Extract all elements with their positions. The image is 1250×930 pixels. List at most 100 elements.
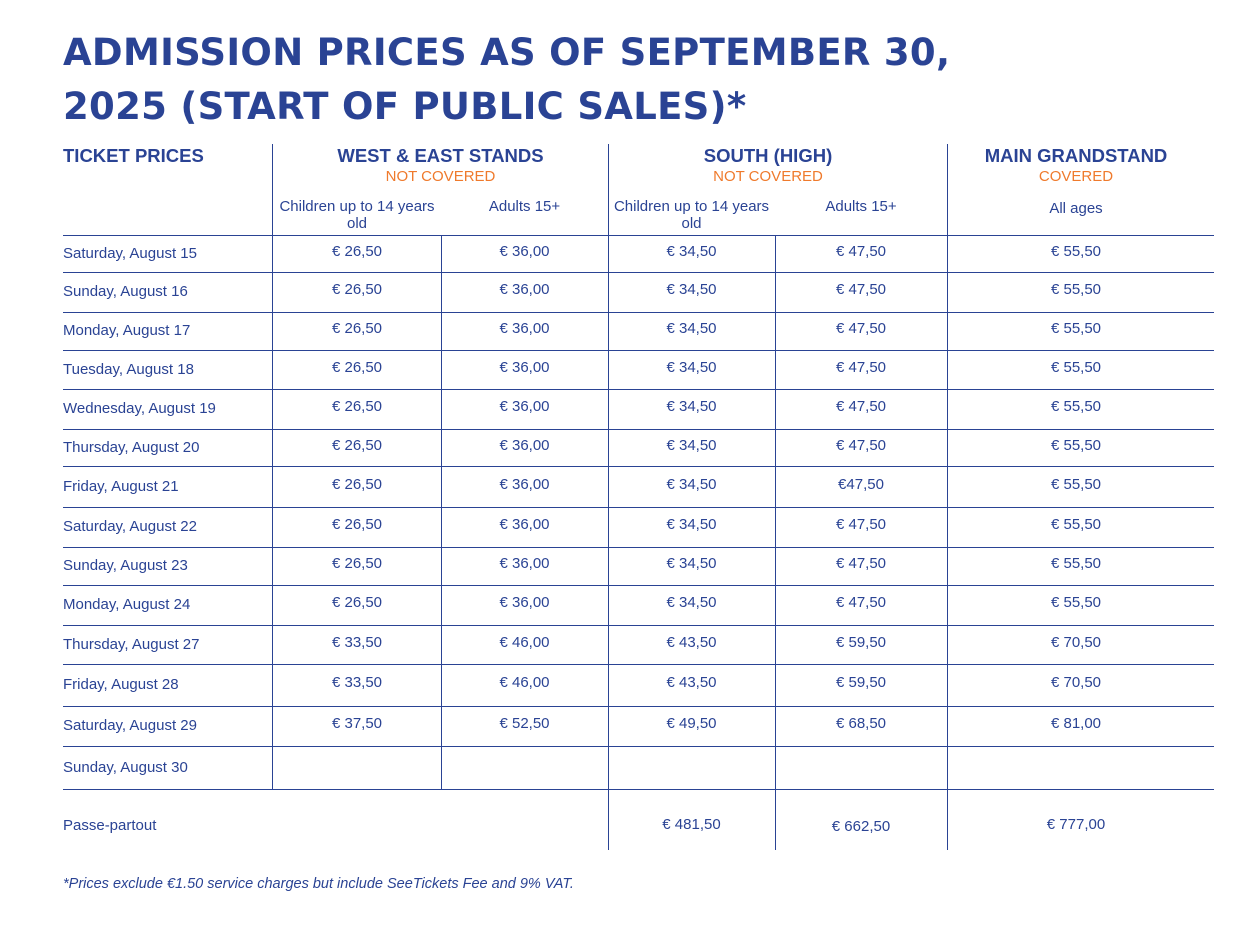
row-divider — [63, 235, 273, 236]
coverage-main-grandstand: COVERED — [1038, 168, 1114, 185]
price-cell: € 36,00 — [499, 475, 550, 493]
price-cell: € 52,50 — [499, 715, 550, 732]
price-cell: € 47,50 — [835, 398, 887, 415]
price-cell: € 47,50 — [835, 281, 887, 298]
title-line-2: 2025 (START OF PUBLIC SALES)* — [63, 85, 747, 128]
price-cell: € 59,50 — [835, 674, 887, 691]
col-header-we-adults: Adults 15+ — [488, 198, 561, 215]
price-cell: € 26,50 — [331, 594, 383, 611]
price-cell: €47,50 — [838, 475, 884, 493]
row-divider — [63, 350, 1214, 351]
price-cell: € 33,50 — [331, 633, 383, 651]
price-cell: € 34,50 — [666, 516, 717, 533]
price-cell: € 68,50 — [835, 715, 887, 732]
price-cell: € 34,50 — [666, 594, 717, 611]
price-cell: € 33,50 — [331, 674, 383, 691]
price-cell: € 55,50 — [1050, 242, 1102, 260]
row-divider — [63, 312, 1214, 313]
price-cell: € 70,50 — [1050, 674, 1102, 691]
price-cell: € 26,50 — [331, 398, 383, 415]
price-cell: € 34,50 — [666, 358, 717, 376]
row-date: Wednesday, August 19 — [63, 400, 216, 417]
row-date: Friday, August 21 — [63, 477, 179, 495]
row-date: Sunday, August 23 — [63, 557, 188, 574]
price-cell: € 34,50 — [666, 475, 717, 493]
price-cell: € 55,50 — [1050, 594, 1102, 611]
title-line-1: ADMISSION PRICES AS OF SEPTEMBER 30, — [63, 31, 951, 74]
price-cell: € 47,50 — [835, 436, 887, 454]
price-cell: € 81,00 — [1050, 715, 1102, 732]
price-cell: € 43,50 — [666, 674, 717, 691]
price-cell: € 34,50 — [666, 555, 717, 572]
price-cell: € 36,00 — [499, 358, 550, 376]
column-divider — [272, 144, 273, 789]
row-date: Monday, August 24 — [63, 596, 191, 613]
row-divider — [63, 429, 1214, 430]
passe-partout-price: € 777,00 — [1046, 816, 1106, 833]
price-cell: € 26,50 — [331, 281, 383, 298]
column-divider — [608, 144, 609, 850]
price-cell: € 26,50 — [331, 555, 383, 572]
footnote: *Prices exclude €1.50 service charges bu… — [63, 876, 574, 892]
coverage-west-east: NOT COVERED — [385, 168, 496, 185]
price-cell: € 43,50 — [666, 633, 717, 651]
price-cell: € 55,50 — [1050, 475, 1102, 493]
row-divider — [63, 789, 1214, 790]
price-cell: € 34,50 — [666, 242, 717, 260]
price-cell: € 34,50 — [666, 436, 717, 454]
row-divider — [63, 706, 1214, 707]
price-cell: € 36,00 — [499, 594, 550, 611]
price-cell: € 46,00 — [499, 674, 550, 691]
price-cell: € 26,50 — [331, 516, 383, 533]
coverage-south: NOT COVERED — [713, 168, 823, 185]
row-divider — [63, 507, 1214, 508]
price-cell: € 55,50 — [1050, 320, 1102, 337]
column-divider — [775, 235, 776, 850]
row-date: Saturday, August 29 — [63, 717, 197, 734]
page-title: ADMISSION PRICES AS OF SEPTEMBER 30, 202… — [63, 26, 1063, 134]
row-date: Sunday, August 16 — [63, 283, 188, 300]
row-divider — [63, 272, 1214, 273]
row-date: Monday, August 17 — [63, 322, 191, 339]
price-cell: € 46,00 — [499, 633, 550, 651]
row-date: Tuesday, August 18 — [63, 360, 194, 378]
price-cell: € 26,50 — [331, 242, 383, 260]
price-cell: € 34,50 — [666, 320, 717, 337]
price-cell: € 34,50 — [666, 281, 717, 298]
price-cell: € 47,50 — [835, 555, 887, 572]
price-cell: € 55,50 — [1050, 358, 1102, 376]
row-divider — [63, 466, 1214, 467]
price-cell: € 26,50 — [331, 320, 383, 337]
price-cell: € 55,50 — [1050, 398, 1102, 415]
price-cell: € 47,50 — [835, 242, 887, 260]
group-header-south: SOUTH (HIGH) — [703, 145, 833, 166]
row-divider — [63, 389, 1214, 390]
row-date: Saturday, August 15 — [63, 244, 197, 262]
price-cell: € 70,50 — [1050, 633, 1102, 651]
passe-partout-label: Passe-partout — [63, 817, 157, 834]
row-date: Thursday, August 20 — [63, 438, 200, 456]
price-cell: € 36,00 — [499, 281, 550, 298]
price-cell: € 34,50 — [666, 398, 717, 415]
row-date: Sunday, August 30 — [63, 758, 188, 776]
col-header-south-children: Children up to 14 years old — [613, 198, 770, 232]
price-cell: € 36,00 — [499, 320, 550, 337]
price-cell: € 37,50 — [331, 715, 383, 732]
row-divider — [63, 585, 1214, 586]
row-divider — [63, 625, 1214, 626]
group-header-west-east: WEST & EAST STANDS — [337, 145, 544, 166]
column-divider — [947, 144, 948, 850]
price-cell: € 55,50 — [1050, 555, 1102, 572]
price-cell: € 36,00 — [499, 516, 550, 533]
col-header-south-adults: Adults 15+ — [825, 198, 897, 215]
price-cell: € 47,50 — [835, 320, 887, 337]
row-divider — [63, 547, 1214, 548]
price-cell: € 59,50 — [835, 633, 887, 651]
price-cell: € 47,50 — [835, 594, 887, 611]
price-cell: € 26,50 — [331, 475, 383, 493]
price-cell: € 36,00 — [499, 555, 550, 572]
price-cell: € 49,50 — [666, 715, 717, 732]
col-header-we-children: Children up to 14 years old — [279, 198, 435, 232]
row-date: Friday, August 28 — [63, 676, 179, 693]
passe-partout-price: € 481,50 — [662, 816, 721, 833]
